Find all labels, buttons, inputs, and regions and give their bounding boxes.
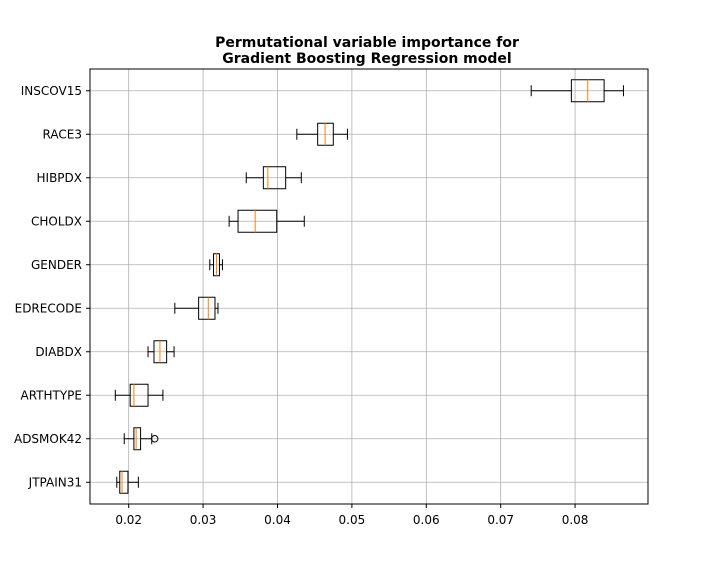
box-layer [114,79,624,494]
y-tick-label: ADSMOK42 [14,432,82,446]
iqr-box [129,383,149,407]
x-tick-label: 0.05 [339,513,366,527]
y-tick-label: ARTHTYPE [20,388,82,402]
y-tick-label: CHOLDX [31,214,82,228]
box-edrecode [174,296,219,320]
y-tick-label: HIBPDX [37,171,83,185]
box-diabdx [147,340,175,364]
x-tick-label: 0.08 [562,513,589,527]
iqr-box [237,209,278,233]
x-tick-label: 0.04 [264,513,291,527]
y-tick-label: INSCOV15 [21,84,82,98]
grid-lines [90,69,648,504]
iqr-box [133,427,142,451]
box-race3 [296,122,348,146]
x-tick-label: 0.03 [190,513,217,527]
iqr-box [119,470,129,494]
chart-title-line-2: Gradient Boosting Regression model [222,51,511,67]
box-gender [209,253,223,277]
x-axis: 0.02 0.03 0.04 0.05 0.06 0.07 0.08 [115,504,588,527]
box-arthtype [114,383,164,407]
y-tick-label: DIABDX [35,345,82,359]
y-tick-label: JTPAIN31 [28,475,82,489]
y-tick-label: EDRECODE [15,301,82,315]
box-jtpain31 [116,470,139,494]
plot-frame [89,68,649,505]
y-axis: INSCOV15 RACE3 HIBPDX CHOLDX GENDER EDRECODE D… [14,84,90,489]
y-tick-label: RACE3 [43,127,82,141]
iqr-box [262,166,287,190]
iqr-box [198,296,216,320]
x-tick-label: 0.02 [115,513,142,527]
box-choldx [228,209,305,233]
box-adsmok42 [123,427,159,451]
box-inscov15 [530,79,624,103]
x-tick-label: 0.07 [487,513,514,527]
outlier-point [151,435,159,443]
box-hibpdx [245,166,302,190]
chart-title-line-1: Permutational variable importance for [215,35,519,51]
y-tick-label: GENDER [31,258,82,272]
x-tick-label: 0.06 [413,513,440,527]
